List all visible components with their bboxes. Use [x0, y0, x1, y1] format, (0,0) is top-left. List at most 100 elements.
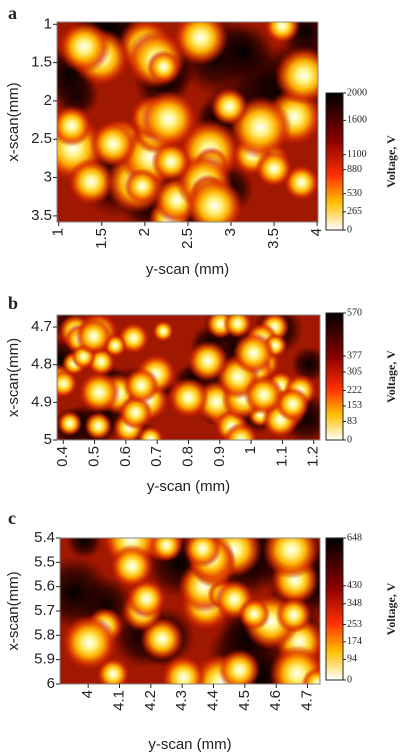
- colorbar-label: Voltage, V: [384, 350, 398, 403]
- x-tick-label: 4.5: [236, 690, 253, 711]
- heatmap-blob: [184, 176, 244, 222]
- x-tick-label: 0.4: [54, 446, 71, 467]
- colorbar-tick-label: 2000: [347, 87, 367, 98]
- x-tick-label: 3: [222, 228, 239, 236]
- x-tick-label: 0.9: [211, 446, 228, 467]
- x-tick-label: 2.5: [179, 228, 196, 249]
- heatmap-blob: [264, 22, 301, 44]
- heatmap-blob: [84, 411, 113, 440]
- y-tick-label: 6: [47, 675, 55, 692]
- heatmap-blob: [61, 614, 118, 671]
- heatmap-blob: [301, 667, 320, 684]
- y-tick-label: 5.8: [34, 626, 55, 643]
- heatmap-blob: [262, 538, 320, 579]
- heatmap-blob: [161, 655, 206, 684]
- x-tick-label: 4: [79, 690, 96, 698]
- x-tick-label: 1: [50, 228, 67, 236]
- colorbar-tick-label: 1600: [347, 115, 367, 126]
- x-tick-label: 1: [242, 446, 259, 454]
- heatmap-blob: [151, 141, 192, 182]
- y-tick-label: 2: [44, 92, 52, 109]
- heatmap-blob: [75, 317, 113, 355]
- x-tick-label: 4.2: [142, 690, 159, 711]
- colorbar-tick-label: 530: [347, 188, 362, 199]
- y-tick-label: 5.4: [34, 529, 55, 546]
- heatmap-blob: [57, 410, 83, 437]
- colorbar-tick-label: 253: [347, 619, 362, 630]
- heatmap-blob: [77, 371, 121, 414]
- heatmap-dark: [66, 538, 103, 559]
- x-tick-label: 0.5: [86, 446, 103, 467]
- x-tick-label: 0.7: [148, 446, 165, 467]
- panel-label: b: [8, 293, 18, 313]
- heatmap-blob: [275, 596, 312, 634]
- heatmap-blob: [223, 315, 253, 339]
- heatmap-blob: [210, 87, 249, 126]
- colorbar-label: Voltage, V: [384, 135, 398, 188]
- x-tick-label: 1.5: [93, 228, 110, 249]
- heatmap-blob: [243, 375, 284, 415]
- heatmap-blob: [109, 544, 154, 589]
- y-tick-label: 5.9: [34, 651, 55, 668]
- y-axis-label: x-scan(mm): [5, 571, 22, 650]
- heatmap-blob: [183, 538, 222, 568]
- heatmap-blob: [152, 320, 175, 343]
- colorbar: [325, 537, 344, 681]
- x-tick-label: 4.1: [110, 690, 127, 711]
- y-tick-label: 5.5: [34, 553, 55, 570]
- colorbar-tick-label: 348: [347, 598, 362, 609]
- x-tick-label: 0.6: [117, 446, 134, 467]
- y-tick-label: 3: [44, 169, 52, 186]
- heatmap-blob: [67, 158, 115, 206]
- colorbar-tick-label: 1100: [347, 149, 367, 160]
- x-tick-label: 4: [308, 228, 325, 236]
- heatmap-blob: [275, 386, 310, 422]
- y-tick-label: 5.7: [34, 602, 55, 619]
- x-axis-label: y-scan (mm): [147, 478, 230, 495]
- heatmap-blob: [123, 168, 161, 205]
- heatmap-blob: [139, 89, 199, 149]
- colorbar-tick-label: 265: [347, 206, 362, 217]
- colorbar-tick-label: 94: [347, 654, 357, 665]
- x-tick-label: 0.8: [179, 446, 196, 467]
- colorbar-tick-label: 0: [347, 224, 352, 235]
- x-tick-label: 4.3: [173, 690, 190, 711]
- heatmap-blob: [232, 331, 275, 375]
- colorbar-tick-label: 0: [347, 674, 352, 685]
- y-tick-label: 5.6: [34, 578, 55, 595]
- y-tick-label: 2.5: [31, 130, 52, 147]
- colorbar: [325, 92, 344, 231]
- y-tick-label: 3.5: [31, 207, 52, 224]
- colorbar-tick-label: 153: [347, 400, 362, 411]
- heatmap-blob: [126, 578, 167, 619]
- heatmap: [57, 315, 320, 440]
- colorbar-tick-label: 222: [347, 385, 362, 396]
- heatmap-blob: [255, 149, 293, 188]
- x-axis-label: y-scan (mm): [148, 736, 231, 753]
- x-tick-label: 1.1: [273, 446, 290, 467]
- colorbar-tick-label: 305: [347, 366, 362, 377]
- heatmap-blob: [146, 50, 181, 84]
- colorbar-tick-label: 377: [347, 350, 362, 361]
- heatmap: [57, 22, 318, 222]
- heatmap-blob: [187, 340, 229, 382]
- x-tick-label: 2: [136, 228, 153, 236]
- y-tick-label: 1: [44, 15, 52, 32]
- colorbar-tick-label: 430: [347, 580, 362, 591]
- x-tick-label: 3.5: [265, 228, 282, 249]
- heatmap-blob: [123, 367, 160, 404]
- y-tick-label: 4.7: [31, 318, 52, 335]
- heatmap-dark: [291, 345, 320, 383]
- heatmap-blob: [172, 22, 229, 66]
- y-tick-label: 5: [44, 431, 52, 448]
- colorbar-tick-label: 570: [347, 307, 362, 318]
- heatmap-blob: [89, 120, 137, 168]
- x-tick-label: 4.4: [204, 690, 221, 711]
- heatmap-blob: [218, 648, 261, 684]
- colorbar-tick-label: 174: [347, 636, 362, 647]
- heatmap: [60, 538, 320, 684]
- colorbar: [325, 312, 344, 441]
- y-tick-label: 1.5: [31, 54, 52, 71]
- x-tick-label: 4.6: [267, 690, 284, 711]
